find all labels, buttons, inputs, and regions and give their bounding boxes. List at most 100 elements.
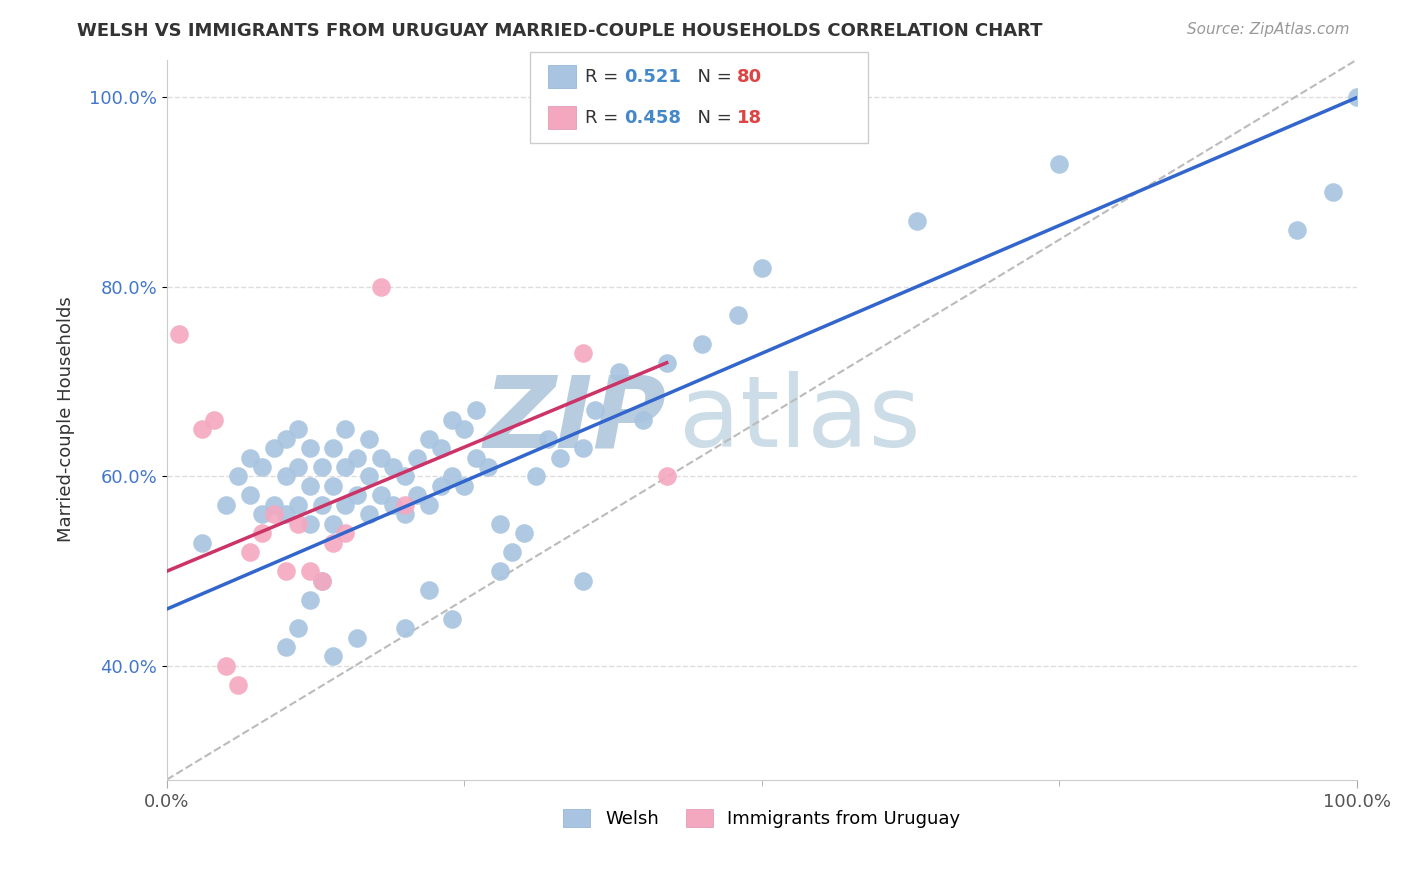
Point: [453, 422, 475, 436]
Point: [287, 422, 309, 436]
Point: [441, 412, 464, 426]
Point: [226, 678, 249, 692]
Text: 80: 80: [737, 68, 762, 86]
Point: [370, 450, 392, 465]
Text: Source: ZipAtlas.com: Source: ZipAtlas.com: [1187, 22, 1350, 37]
Point: [429, 479, 451, 493]
Point: [441, 611, 464, 625]
Point: [322, 649, 344, 664]
Point: [322, 441, 344, 455]
Point: [346, 488, 368, 502]
Point: [1049, 157, 1071, 171]
Point: [370, 280, 392, 294]
Point: [381, 498, 404, 512]
Point: [322, 516, 344, 531]
Point: [322, 479, 344, 493]
Point: [727, 309, 749, 323]
Point: [524, 469, 547, 483]
Point: [298, 479, 321, 493]
Point: [501, 545, 523, 559]
Point: [607, 365, 630, 379]
Point: [298, 441, 321, 455]
Point: [287, 516, 309, 531]
Point: [465, 403, 488, 417]
Point: [429, 441, 451, 455]
Text: N =: N =: [686, 109, 738, 127]
Point: [274, 432, 297, 446]
Point: [405, 488, 427, 502]
Point: [287, 460, 309, 475]
Point: [335, 526, 357, 541]
Text: ZIP: ZIP: [484, 371, 666, 468]
Text: 0.521: 0.521: [624, 68, 681, 86]
Point: [191, 422, 214, 436]
Point: [250, 460, 273, 475]
Point: [287, 498, 309, 512]
Point: [263, 498, 285, 512]
Point: [418, 432, 440, 446]
Point: [263, 441, 285, 455]
Point: [226, 469, 249, 483]
Point: [274, 469, 297, 483]
Point: [298, 564, 321, 578]
Point: [274, 508, 297, 522]
Point: [394, 469, 416, 483]
Point: [274, 640, 297, 654]
Point: [489, 564, 512, 578]
Text: WELSH VS IMMIGRANTS FROM URUGUAY MARRIED-COUPLE HOUSEHOLDS CORRELATION CHART: WELSH VS IMMIGRANTS FROM URUGUAY MARRIED…: [77, 22, 1043, 40]
Point: [250, 508, 273, 522]
Point: [359, 469, 381, 483]
Point: [489, 516, 512, 531]
Point: [381, 460, 404, 475]
Text: 18: 18: [737, 109, 762, 127]
Point: [215, 498, 238, 512]
Point: [298, 592, 321, 607]
Point: [572, 441, 595, 455]
Point: [346, 631, 368, 645]
Point: [418, 498, 440, 512]
Point: [215, 659, 238, 673]
Point: [346, 450, 368, 465]
Point: [418, 583, 440, 598]
Point: [394, 508, 416, 522]
Point: [311, 574, 333, 588]
Point: [631, 412, 654, 426]
Point: [1286, 223, 1309, 237]
Point: [405, 450, 427, 465]
Point: [239, 545, 262, 559]
Point: [191, 535, 214, 549]
Text: R =: R =: [585, 68, 624, 86]
Point: [298, 516, 321, 531]
Point: [239, 450, 262, 465]
Point: [477, 460, 499, 475]
Text: 0.458: 0.458: [624, 109, 682, 127]
Text: atlas: atlas: [679, 371, 920, 468]
Point: [572, 346, 595, 360]
Point: [287, 621, 309, 635]
Point: [465, 450, 488, 465]
Point: [513, 526, 536, 541]
Point: [370, 488, 392, 502]
Point: [751, 260, 773, 275]
Point: [335, 498, 357, 512]
Point: [655, 469, 678, 483]
Point: [583, 403, 606, 417]
Point: [394, 621, 416, 635]
Point: [537, 432, 560, 446]
Point: [335, 422, 357, 436]
Point: [359, 508, 381, 522]
Legend: Welsh, Immigrants from Uruguay: Welsh, Immigrants from Uruguay: [557, 802, 967, 836]
Point: [905, 213, 928, 227]
Y-axis label: Married-couple Households: Married-couple Households: [58, 297, 75, 542]
Text: N =: N =: [686, 68, 738, 86]
Point: [572, 574, 595, 588]
Point: [394, 498, 416, 512]
Point: [274, 564, 297, 578]
Point: [322, 535, 344, 549]
Point: [692, 336, 714, 351]
Point: [167, 327, 190, 342]
Point: [311, 460, 333, 475]
Point: [453, 479, 475, 493]
Point: [548, 450, 571, 465]
Point: [263, 508, 285, 522]
